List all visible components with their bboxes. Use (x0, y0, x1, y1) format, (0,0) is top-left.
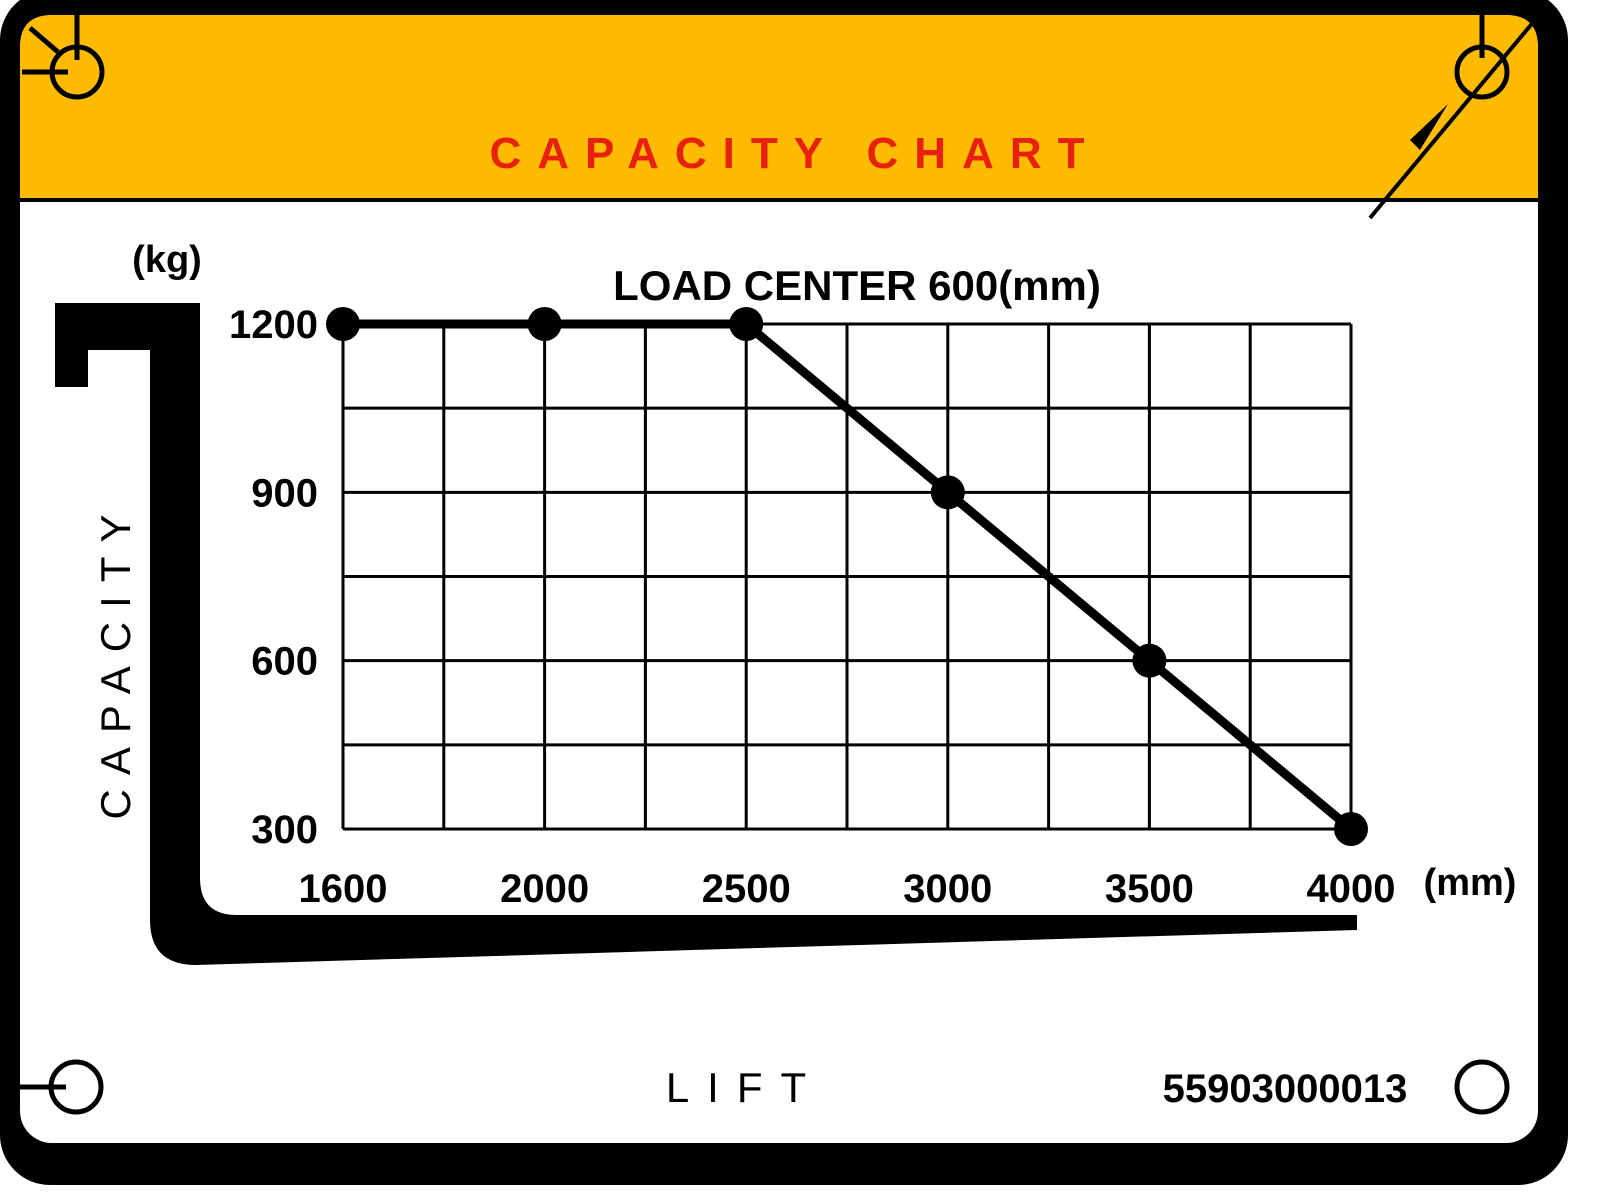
x-tick-label: 2500 (702, 867, 791, 911)
data-point (527, 307, 562, 341)
plate-face (20, 15, 1538, 1143)
y-axis-label: CAPACITY (92, 501, 139, 820)
arrow-icon (1368, 18, 1537, 220)
x-unit-label: (mm) (1424, 862, 1517, 904)
y-tick-label: 300 (251, 808, 318, 852)
x-tick-label: 1600 (299, 867, 388, 911)
data-point (1334, 812, 1368, 846)
x-tick-label: 3000 (903, 867, 992, 911)
mounting-hole-icon (22, 15, 105, 100)
x-tick-label: 4000 (1307, 867, 1396, 911)
part-number: 55903000013 (1163, 1067, 1408, 1111)
mounting-hole-icon (1454, 15, 1510, 100)
y-tick-label: 1200 (229, 303, 318, 347)
x-tick-label: 3500 (1105, 867, 1194, 911)
series-line (343, 319, 1354, 833)
y-unit-label: (kg) (132, 239, 202, 281)
mounting-hole-icon (20, 1059, 104, 1115)
mounting-hole-icon (1454, 1059, 1510, 1115)
fork-silhouette (55, 303, 1357, 965)
x-axis-label: LIFT (666, 1064, 824, 1111)
header-title: CAPACITY CHART (489, 129, 1100, 178)
data-point (930, 475, 965, 510)
y-tick-label: 600 (251, 640, 318, 684)
data-point (729, 307, 764, 341)
x-tick-label: 2000 (500, 867, 589, 911)
data-point (1132, 643, 1167, 678)
header-band (20, 15, 1538, 200)
chart-title: LOAD CENTER 600(mm) (613, 262, 1101, 309)
grid (341, 322, 1353, 831)
tick-labels: 1600 2000 2500 3000 3500 4000 1200 900 600 300 (229, 303, 1395, 911)
series-capacity (326, 307, 1368, 846)
data-point (326, 307, 360, 341)
y-tick-label: 900 (251, 471, 318, 515)
